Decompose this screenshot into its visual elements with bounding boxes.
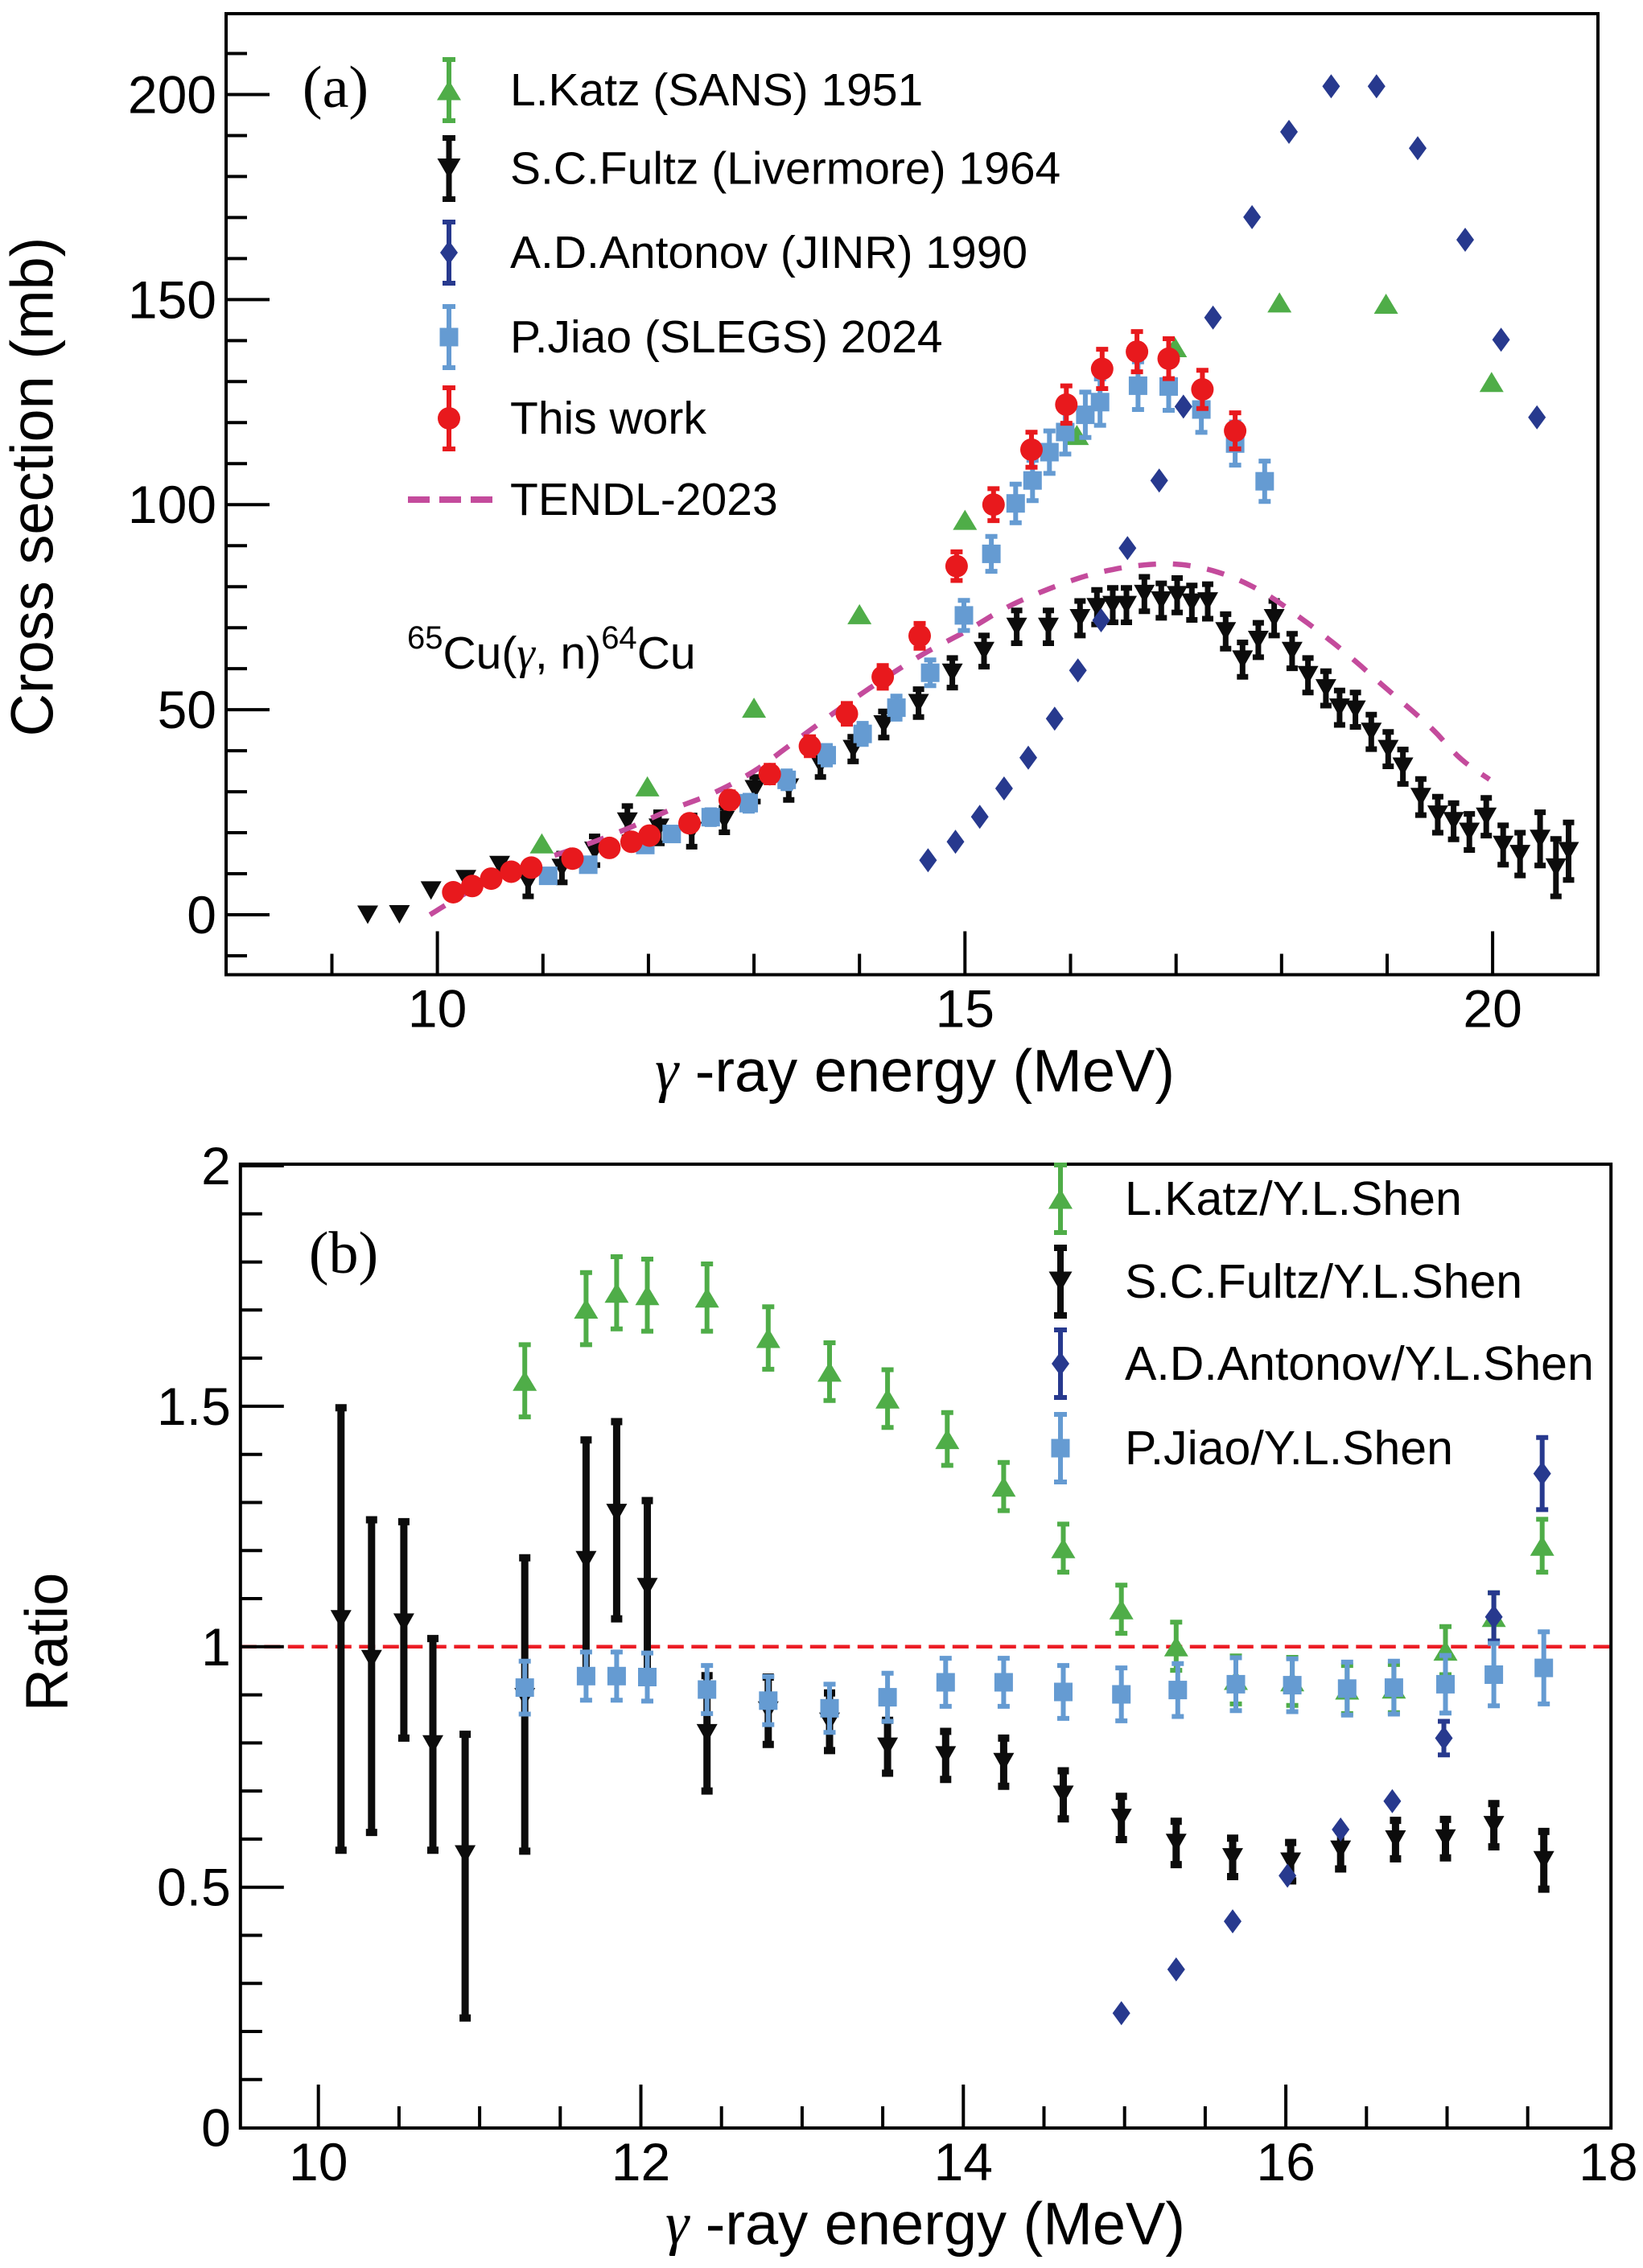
svg-text:20: 20 bbox=[1463, 979, 1522, 1039]
svg-text:150: 150 bbox=[128, 270, 216, 329]
svg-text:50: 50 bbox=[158, 680, 216, 739]
svg-text:0: 0 bbox=[187, 885, 216, 945]
svg-text:0.5: 0.5 bbox=[157, 1858, 231, 1917]
svg-text:65Cu(γ, n)64Cu: 65Cu(γ, n)64Cu bbox=[407, 620, 696, 679]
svg-text:10: 10 bbox=[289, 2132, 348, 2192]
svg-text:(a): (a) bbox=[303, 55, 369, 121]
svg-text:1: 1 bbox=[201, 1617, 231, 1677]
svg-text:(b): (b) bbox=[309, 1220, 378, 1286]
svg-text:P.Jiao/Y.L.Shen: P.Jiao/Y.L.Shen bbox=[1125, 1422, 1453, 1475]
svg-text:16: 16 bbox=[1256, 2132, 1315, 2192]
svg-text:2: 2 bbox=[201, 1136, 231, 1196]
svg-text:L.Katz (SANS) 1951: L.Katz (SANS) 1951 bbox=[510, 64, 923, 116]
svg-text:γ -ray energy (MeV): γ -ray energy (MeV) bbox=[665, 2191, 1185, 2258]
svg-text:S.C.Fultz (Livermore) 1964: S.C.Fultz (Livermore) 1964 bbox=[510, 143, 1060, 195]
svg-text:TENDL-2023: TENDL-2023 bbox=[510, 474, 778, 525]
svg-text:A.D.Antonov (JINR) 1990: A.D.Antonov (JINR) 1990 bbox=[510, 227, 1027, 278]
svg-text:Cross section (mb): Cross section (mb) bbox=[0, 237, 66, 737]
svg-text:100: 100 bbox=[128, 475, 216, 534]
svg-text:γ -ray energy (MeV): γ -ray energy (MeV) bbox=[655, 1038, 1175, 1105]
svg-text:L.Katz/Y.L.Shen: L.Katz/Y.L.Shen bbox=[1125, 1172, 1462, 1225]
svg-text:P.Jiao (SLEGS) 2024: P.Jiao (SLEGS) 2024 bbox=[510, 311, 943, 363]
svg-text:A.D.Antonov/Y.L.Shen: A.D.Antonov/Y.L.Shen bbox=[1125, 1337, 1594, 1390]
svg-text:1.5: 1.5 bbox=[157, 1377, 231, 1436]
svg-text:15: 15 bbox=[936, 979, 994, 1039]
svg-text:12: 12 bbox=[611, 2132, 670, 2192]
svg-text:14: 14 bbox=[934, 2132, 993, 2192]
svg-text:This work: This work bbox=[510, 393, 706, 444]
svg-text:Ratio: Ratio bbox=[14, 1573, 80, 1712]
svg-text:S.C.Fultz/Y.L.Shen: S.C.Fultz/Y.L.Shen bbox=[1125, 1255, 1522, 1308]
svg-text:10: 10 bbox=[408, 979, 467, 1039]
svg-text:18: 18 bbox=[1579, 2132, 1637, 2192]
svg-text:0: 0 bbox=[201, 2098, 231, 2158]
svg-text:200: 200 bbox=[128, 65, 216, 125]
